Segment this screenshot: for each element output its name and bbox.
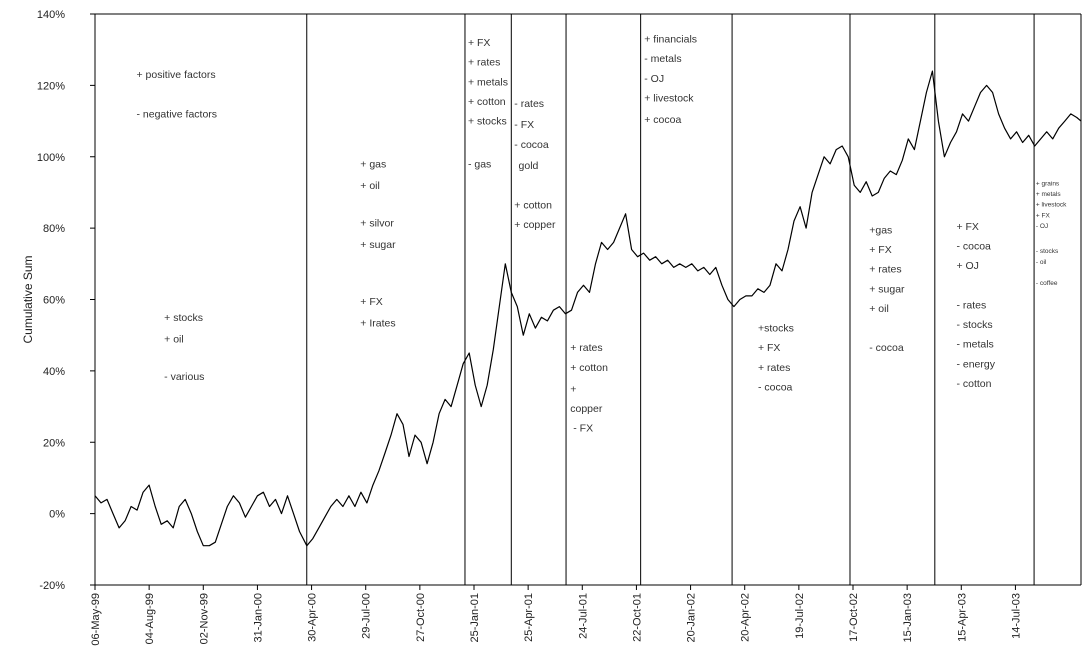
- regime-factor-label: + rates: [869, 264, 901, 276]
- y-tick-label: 100%: [37, 152, 65, 164]
- regime-factor-label: + FX: [1036, 212, 1051, 219]
- x-tick-label: 02-Nov-99: [198, 593, 210, 644]
- x-tick-label: 19-Jul-02: [794, 593, 806, 639]
- regime-factor-label: + metals: [1036, 191, 1061, 198]
- x-tick-label: 17-Oct-02: [848, 593, 860, 642]
- regime-factor-label: - oil: [1036, 259, 1047, 266]
- axes: [94, 13, 1082, 586]
- regime-factor-label: + metals: [468, 76, 508, 88]
- regime-factor-label: - FX: [573, 423, 593, 435]
- regime-factor-label: - cocoa: [956, 241, 991, 253]
- y-tick-label: 120%: [37, 80, 65, 92]
- regime-factor-label: - stocks: [956, 319, 992, 331]
- regime-factor-label: - cocoa: [514, 139, 549, 151]
- y-tick-label: 140%: [37, 9, 65, 21]
- regime-factor-label: + oil: [869, 303, 889, 315]
- regime-factor-label: + oil: [360, 180, 380, 192]
- regime-factor-label: +gas: [869, 224, 892, 236]
- regime-factor-label: - FX: [514, 119, 534, 131]
- x-tick-label: 25-Apr-01: [523, 593, 535, 642]
- regime-annotations: + positive factors - negative factors + st…: [137, 34, 1068, 435]
- regime-factor-label: + cotton: [570, 362, 608, 374]
- regime-factor-label: + cotton: [468, 96, 506, 108]
- regime-factor-label: + rates: [570, 342, 602, 354]
- regime-factor-label: + cocoa: [644, 114, 681, 126]
- regime-factor-label: + grains: [1036, 180, 1060, 187]
- regime-factor-label: + financials: [644, 34, 697, 46]
- regime-factor-label: + FX: [758, 342, 780, 354]
- y-tick-label: 80%: [43, 223, 65, 235]
- x-tick-label: 24-Jul-01: [577, 593, 589, 639]
- regime-factor-label: + oil: [164, 333, 184, 345]
- regime-factor-label: - various: [164, 371, 204, 383]
- regime-factor-label: gold: [519, 160, 539, 172]
- regime-factor-label: + copper: [514, 219, 556, 231]
- x-tick-label: 14-Jul-03: [1010, 593, 1022, 639]
- regime-factor-label: - OJ: [644, 73, 664, 85]
- x-tick-label: 20-Apr-02: [740, 593, 752, 642]
- x-tick-label: 15-Jan-03: [902, 593, 914, 643]
- regime-boundary-lines: [306, 14, 1035, 585]
- x-axis-ticks: 06-May-99 04-Aug-99 02-Nov-99 31-Jan-00 30-A…: [90, 585, 1022, 646]
- regime-factor-label: - coffee: [1036, 280, 1058, 287]
- regime-factor-label: + stocks: [164, 312, 203, 324]
- regime-factor-label: + FX: [360, 296, 382, 308]
- regime-factor-label: + cotton: [514, 199, 552, 211]
- regime-factor-label: + silvor: [360, 217, 394, 229]
- regime-factor-label: + OJ: [956, 260, 978, 272]
- regime-factor-label: - cotton: [956, 378, 991, 390]
- x-tick-label: 29-Jul-00: [361, 593, 373, 639]
- x-tick-label: 31-Jan-00: [252, 593, 264, 643]
- x-tick-label: 04-Aug-99: [144, 593, 156, 644]
- regime-factor-label: + sugar: [360, 239, 396, 251]
- regime-factor-label: +stocks: [758, 323, 794, 335]
- regime-factor-label: + livestock: [644, 92, 694, 104]
- cumulative-sum-line: [94, 70, 1082, 547]
- regime-factor-label: + FX: [468, 37, 490, 49]
- regime-factor-label: + stocks: [468, 116, 507, 128]
- regime-factor-label: +: [570, 383, 576, 395]
- regime-factor-label: - OJ: [1036, 223, 1048, 230]
- regime-factor-label: + rates: [468, 57, 500, 69]
- y-axis-title: Cumulative Sum: [21, 255, 35, 343]
- regime-factor-label: + gas: [360, 158, 386, 170]
- regime-factor-label: - metals: [644, 53, 681, 65]
- regime-factor-label: + Irates: [360, 317, 395, 329]
- regime-factor-label: - metals: [956, 339, 993, 351]
- regime-factor-label: copper: [570, 403, 603, 415]
- x-tick-label: 22-Oct-01: [631, 593, 643, 642]
- x-tick-label: 30-Apr-00: [307, 593, 319, 642]
- regime-factor-label: + positive factors: [137, 69, 216, 81]
- y-tick-label: -20%: [39, 580, 65, 592]
- regime-factor-label: + FX: [956, 221, 978, 233]
- x-tick-label: 20-Jan-02: [686, 593, 698, 643]
- regime-factor-label: + livestock: [1036, 202, 1067, 209]
- regime-factor-label: - gas: [468, 158, 491, 170]
- x-tick-label: 27-Oct-00: [415, 593, 427, 642]
- x-tick-label: 15-Apr-03: [956, 593, 968, 642]
- regime-factor-label: - negative factors: [137, 108, 218, 120]
- regime-factor-label: - energy: [956, 358, 995, 370]
- regime-factor-label: - rates: [956, 299, 986, 311]
- regime-factor-label: + sugar: [869, 283, 905, 295]
- regime-factor-label: - cocoa: [869, 342, 904, 354]
- x-tick-label: 06-May-99: [90, 593, 102, 646]
- regime-factor-label: - cocoa: [758, 382, 793, 394]
- regime-factor-label: + rates: [758, 362, 790, 374]
- regime-factor-label: - stocks: [1036, 248, 1059, 255]
- regime-factor-label: + FX: [869, 244, 891, 256]
- regime-factor-label: - rates: [514, 98, 544, 110]
- y-axis-ticks: -20% 0% 20% 40% 60% 80% 100% 120% 140%: [37, 9, 95, 592]
- y-tick-label: 20%: [43, 437, 65, 449]
- y-tick-label: 0%: [49, 509, 65, 521]
- y-tick-label: 40%: [43, 366, 65, 378]
- x-tick-label: 25-Jan-01: [469, 593, 481, 643]
- series-group: [94, 70, 1082, 547]
- y-tick-label: 60%: [43, 295, 65, 307]
